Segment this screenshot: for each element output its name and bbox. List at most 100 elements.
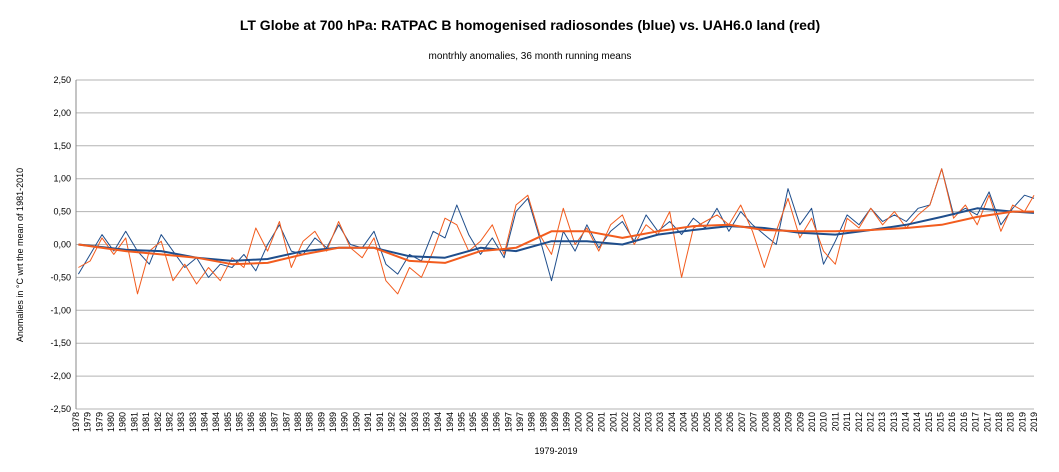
- x-tick-label: 1989: [328, 412, 338, 432]
- monthly-line-0: [77, 168, 1035, 282]
- x-tick-label: 2005: [690, 412, 700, 432]
- x-tick-label: 1991: [363, 412, 373, 432]
- x-tick-label: 1985: [223, 412, 233, 432]
- x-tick-label: 1987: [270, 412, 280, 432]
- x-tick-label: 1993: [421, 412, 431, 432]
- x-tick-label: 1996: [492, 412, 502, 432]
- x-tick-label: 2008: [760, 412, 770, 432]
- x-tick-label: 1980: [118, 412, 128, 432]
- x-tick-label: 1997: [515, 412, 525, 432]
- x-tick-label: 2016: [959, 412, 969, 432]
- x-tick-label: 2003: [655, 412, 665, 432]
- x-tick-label: 2013: [877, 412, 887, 432]
- chart-subtitle: montrhly anomalies, 36 month running mea…: [429, 51, 632, 62]
- x-tick-label: 2011: [842, 412, 852, 431]
- x-tick-label: 1978: [71, 412, 81, 432]
- x-tick-label: 2010: [819, 412, 829, 432]
- x-tick-label: 2019: [1029, 412, 1039, 432]
- y-tick-labels: 2,50 2,00 1,50 1,00 0,50 0,00 -0,50 -1,00 -1,50 -…: [50, 75, 71, 414]
- x-tick-label: 1993: [410, 412, 420, 432]
- x-tick-label: 2000: [573, 412, 583, 432]
- x-tick-label: 1992: [398, 412, 408, 432]
- x-tick-label: 2018: [1006, 412, 1016, 432]
- x-tick-label: 2002: [632, 412, 642, 432]
- x-tick-label: 2013: [889, 412, 899, 432]
- x-tick-label: 2003: [643, 412, 653, 432]
- x-tick-label: 2008: [772, 412, 782, 432]
- x-axis-label: 1979-2019: [534, 446, 577, 456]
- x-tick-label: 2009: [795, 412, 805, 432]
- x-tick-label: 1982: [164, 412, 174, 432]
- x-tick-label: 1998: [538, 412, 548, 432]
- x-tick-label: 2010: [807, 412, 817, 432]
- running-mean-line-2: [78, 207, 1035, 262]
- x-tick-label: 1996: [480, 412, 490, 432]
- y-tick-label: 1,50: [53, 141, 71, 151]
- x-tick-label: 2011: [830, 412, 840, 431]
- x-tick-label: 2007: [749, 412, 759, 432]
- y-tick-label: 2,50: [53, 75, 71, 85]
- y-tick-label: 0,00: [53, 240, 71, 250]
- x-tick-label: 1983: [176, 412, 186, 432]
- x-tick-label: 1992: [386, 412, 396, 432]
- x-tick-label: 2015: [936, 412, 946, 432]
- x-tick-label: 1991: [375, 412, 385, 432]
- x-tick-label: 1983: [188, 412, 198, 432]
- x-tick-label: 1988: [305, 412, 315, 432]
- x-tick-label: 1997: [503, 412, 513, 432]
- x-tick-label: 1988: [293, 412, 303, 432]
- chart-title: LT Globe at 700 hPa: RATPAC B homogenise…: [240, 17, 820, 33]
- x-tick-label: 1994: [445, 412, 455, 432]
- x-tick-label: 2004: [679, 412, 689, 432]
- y-tick-label: 0,50: [53, 207, 71, 217]
- x-tick-label: 2017: [982, 412, 992, 432]
- x-tick-label: 1982: [153, 412, 163, 432]
- x-tick-label: 1986: [246, 412, 256, 432]
- x-tick-label: 1989: [316, 412, 326, 432]
- x-tick-label: 1987: [281, 412, 291, 432]
- gridlines: [76, 79, 1034, 410]
- x-tick-label: 2014: [900, 412, 910, 432]
- x-tick-label: 1984: [211, 412, 221, 432]
- y-tick-label: -2,00: [50, 371, 71, 381]
- x-tick-label: 2005: [702, 412, 712, 432]
- series-lines: [77, 168, 1035, 295]
- x-tick-label: 2015: [924, 412, 934, 432]
- x-tick-label: 1979: [83, 412, 93, 432]
- x-tick-label: 2009: [784, 412, 794, 432]
- y-tick-label: -1,00: [50, 305, 71, 315]
- x-tick-label: 1998: [527, 412, 537, 432]
- y-tick-label: 2,00: [53, 108, 71, 118]
- x-tick-label: 1985: [235, 412, 245, 432]
- x-tick-label: 2001: [597, 412, 607, 432]
- x-tick-label: 2001: [608, 412, 618, 432]
- y-axis-label: Anomalies in °C wrt the mean of 1981-201…: [15, 168, 25, 342]
- x-tick-label: 2012: [865, 412, 875, 432]
- x-tick-label: 1981: [129, 412, 139, 432]
- x-tick-label: 1979: [94, 412, 104, 432]
- x-tick-label: 2017: [971, 412, 981, 432]
- x-tick-label: 1990: [351, 412, 361, 432]
- x-tick-label: 1999: [550, 412, 560, 432]
- running-mean-line-3: [78, 210, 1034, 266]
- x-tick-label: 2007: [737, 412, 747, 432]
- x-tick-label: 1986: [258, 412, 268, 432]
- x-tick-label: 1999: [562, 412, 572, 432]
- x-tick-label: 1981: [141, 412, 151, 432]
- x-tick-label: 1995: [457, 412, 467, 432]
- y-tick-label: -0,50: [50, 272, 71, 282]
- y-tick-label: -2,50: [50, 404, 71, 414]
- x-tick-label: 1984: [200, 412, 210, 432]
- x-tick-label: 2018: [994, 412, 1004, 432]
- x-tick-label: 2000: [585, 412, 595, 432]
- x-tick-label: 2012: [854, 412, 864, 432]
- x-tick-label: 1980: [106, 412, 116, 432]
- x-tick-label: 2014: [912, 412, 922, 432]
- x-tick-label: 2019: [1017, 412, 1027, 432]
- y-tick-label: -1,50: [50, 338, 71, 348]
- x-tick-label: 2004: [667, 412, 677, 432]
- x-tick-labels: 1978 1979 1979 1980 1980 1981 1981 1982 1982 1983…: [71, 412, 1039, 432]
- y-tick-label: 1,00: [53, 174, 71, 184]
- x-tick-label: 1994: [433, 412, 443, 432]
